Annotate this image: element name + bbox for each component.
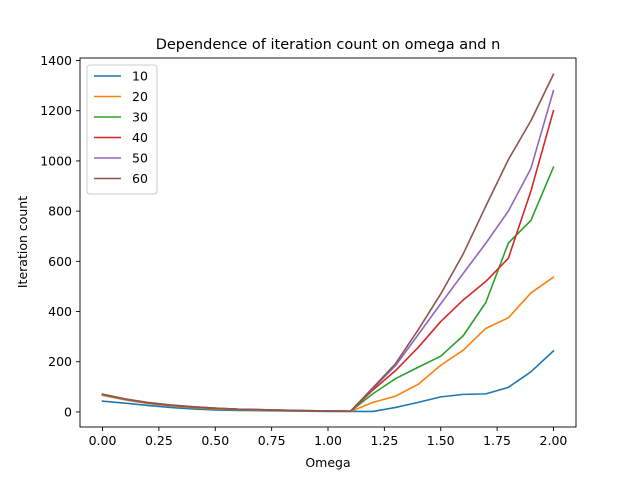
x-axis-label: Omega [305,455,350,470]
legend-label-10: 10 [132,69,148,84]
y-tick-label: 800 [48,204,72,219]
x-tick-label: 0.75 [258,433,286,448]
y-tick-label: 200 [48,354,72,369]
plot-area: 0.00 0.25 0.50 0.75 1.00 1.25 1.50 1.75 2.00 0 200… [40,53,577,448]
legend-label-30: 30 [132,110,148,125]
x-tick-label: 1.25 [370,433,398,448]
legend-label-40: 40 [132,130,148,145]
y-tick-label: 1400 [40,53,72,68]
y-tick-label: 0 [64,404,72,419]
x-tick-label: 0.50 [201,433,229,448]
legend-label-50: 50 [132,151,148,166]
y-tick-label: 1000 [40,153,72,168]
x-tick-label: 1.50 [427,433,455,448]
series-line-60 [101,73,555,412]
x-tick-label: 0.25 [145,433,173,448]
y-tick-label: 600 [48,254,72,269]
y-tick-label: 400 [48,304,72,319]
x-tick-label: 2.00 [540,433,568,448]
x-tick-label: 0.00 [89,433,117,448]
legend-label-60: 60 [132,171,148,186]
x-tick-label: 1.75 [483,433,511,448]
x-tick-label: 1.00 [314,433,342,448]
y-axis-label: Iteration count [15,196,30,288]
y-tick-label: 1200 [40,103,72,118]
legend-label-20: 20 [132,89,148,104]
chart-title: Dependence of iteration count on omega a… [156,37,501,53]
